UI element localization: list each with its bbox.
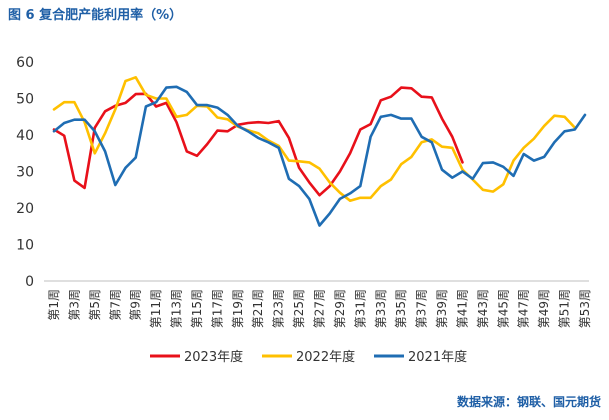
series-line-3	[52, 85, 587, 227]
legend-label: 2022年度	[296, 349, 355, 365]
x-tick-label: 第39周	[435, 289, 449, 328]
y-tick-label: 50	[16, 92, 34, 108]
x-tick-label: 第27周	[313, 289, 327, 328]
y-tick-label: 10	[16, 238, 34, 254]
x-tick-label: 第53周	[578, 289, 592, 328]
x-tick-label: 第25周	[292, 289, 306, 328]
y-tick-label: 0	[25, 274, 34, 290]
x-tick-label: 第43周	[476, 289, 490, 328]
x-tick-label: 第45周	[496, 289, 510, 328]
legend-label: 2021年度	[408, 349, 467, 365]
x-tick-label: 第5周	[88, 289, 102, 321]
x-tick-label: 第19周	[231, 289, 245, 328]
y-tick-label: 30	[16, 165, 34, 181]
legend: 2023年度 2022年度 2021年度	[150, 349, 467, 365]
x-tick-label: 第11周	[149, 289, 163, 328]
x-tick-label: 第47周	[517, 289, 531, 328]
series-line-2	[52, 76, 577, 202]
y-tick-label: 20	[16, 201, 34, 217]
chart-title: 图 6 复合肥产能利用率（%）	[8, 8, 183, 23]
x-tick-label: 第31周	[353, 289, 367, 328]
x-tick-label: 第37周	[415, 289, 429, 328]
x-tick-label: 第29周	[333, 289, 347, 328]
x-tick-label: 第7周	[108, 289, 122, 321]
data-source-note: 数据来源：钢联、国元期货	[456, 395, 601, 409]
x-tick-label: 第3周	[67, 289, 81, 321]
x-tick-label: 第41周	[455, 289, 469, 328]
x-tick-label: 第23周	[272, 289, 286, 328]
y-tick-label: 60	[16, 55, 34, 71]
series-lines	[52, 76, 587, 227]
legend-label: 2023年度	[184, 349, 243, 365]
y-axis: 0 10 20 30 40 50 60	[16, 55, 34, 290]
x-tick-label: 第13周	[170, 289, 184, 328]
x-tick-label: 第21周	[251, 289, 265, 328]
x-tick-label: 第49周	[537, 289, 551, 328]
x-tick-label: 第51周	[558, 289, 572, 328]
x-tick-label: 第17周	[210, 289, 224, 328]
y-tick-label: 40	[16, 128, 34, 144]
x-tick-label: 第33周	[374, 289, 388, 328]
series-line-1	[52, 86, 464, 197]
x-tick-label: 第1周	[47, 289, 61, 321]
x-tick-label: 第9周	[129, 289, 143, 321]
x-tick-label: 第15周	[190, 289, 204, 328]
x-axis: 第1周 第3周 第5周 第7周 第9周 第11周 第13周 第15周 第17周 第19周 第21周第…	[47, 289, 592, 328]
x-tick-label: 第35周	[394, 289, 408, 328]
